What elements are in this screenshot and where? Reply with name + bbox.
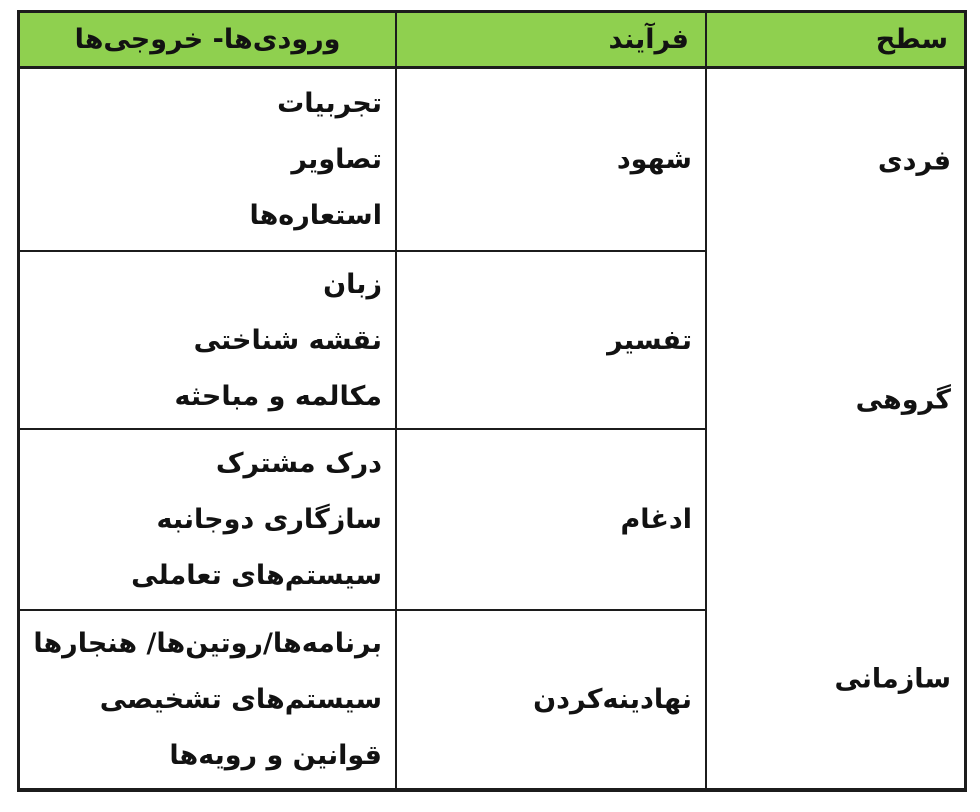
level-label-organizational: سازمانی (834, 663, 951, 695)
process-cell-institutionalizing: نهادینه‌کردن (396, 610, 706, 789)
io-item: درک مشترک (215, 448, 382, 479)
process-cell-integrating: ادغام (396, 429, 706, 610)
header-label-level: سطح (875, 24, 948, 55)
header-cell-level: سطح (706, 12, 965, 68)
level-label-group: گروهی (855, 384, 951, 416)
io-cell-institutionalizing: برنامه‌ها/روتین‌ها/ هنجارها سیستم‌های تش… (19, 610, 396, 789)
process-label: تفسیر (607, 324, 692, 356)
header-label-inputs-outputs: ورودی‌ها- خروجی‌ها (74, 24, 341, 55)
io-item: تجربیات (277, 88, 382, 119)
io-cell-intuiting: تجربیات تصاویر استعاره‌ها (19, 68, 396, 251)
level-column-merged-cell: فردی گروهی سازمانی (706, 68, 965, 789)
io-item: استعاره‌ها (249, 200, 382, 231)
io-cell-integrating: درک مشترک سازگاری دوجانبه سیستم‌های تعام… (19, 429, 396, 610)
process-label: ادغام (620, 504, 692, 535)
io-item: سازگاری دوجانبه (156, 504, 382, 535)
io-item: سیستم‌های تشخیصی (99, 684, 382, 715)
header-cell-process: فرآیند (396, 12, 706, 68)
io-item: سیستم‌های تعاملی (131, 560, 382, 591)
header-label-process: فرآیند (608, 24, 690, 55)
header-cell-inputs-outputs: ورودی‌ها- خروجی‌ها (19, 12, 396, 68)
io-item: مکالمه و مباحثه (174, 380, 382, 412)
process-cell-interpreting: تفسیر (396, 251, 706, 429)
learning-framework-table: سطح فرآیند ورودی‌ها- خروجی‌ها فردی گروهی… (17, 10, 967, 792)
io-item: تصاویر (291, 144, 382, 175)
level-label-individual: فردی (877, 145, 951, 177)
process-label: شهود (616, 144, 692, 175)
io-item: قوانین و رویه‌ها (169, 740, 382, 771)
io-item: برنامه‌ها/روتین‌ها/ هنجارها (33, 628, 382, 659)
io-cell-interpreting: زبان نقشه شناختی مکالمه و مباحثه (19, 251, 396, 429)
process-cell-intuiting: شهود (396, 68, 706, 251)
io-item: زبان (323, 268, 382, 300)
process-label: نهادینه‌کردن (533, 684, 692, 715)
io-item: نقشه شناختی (193, 324, 382, 356)
